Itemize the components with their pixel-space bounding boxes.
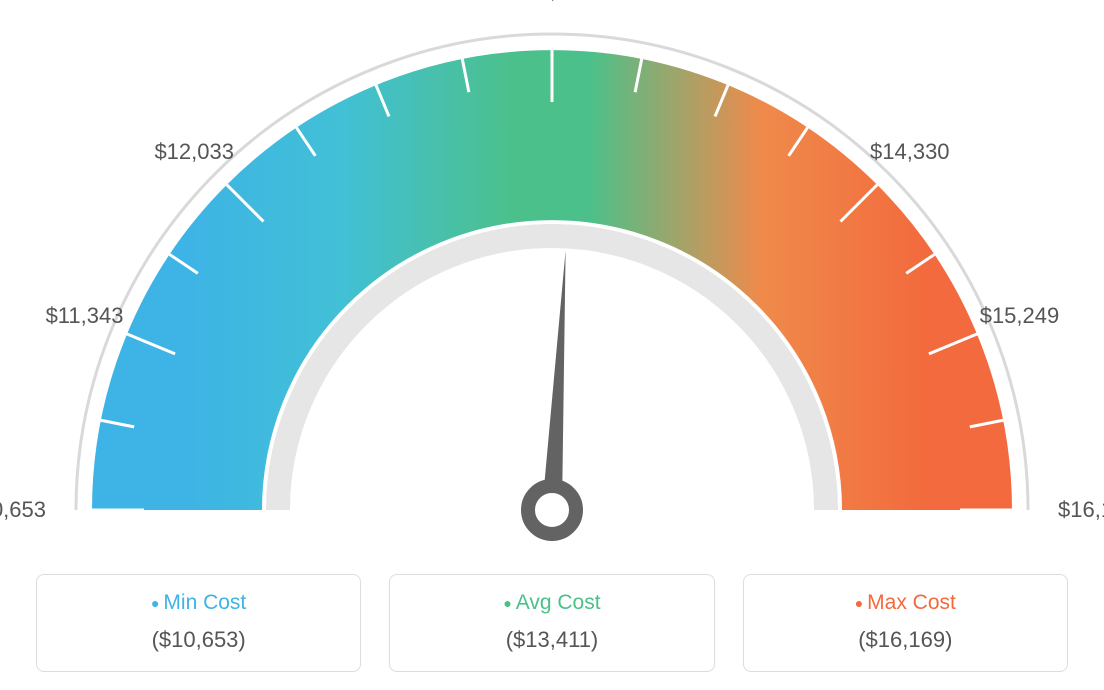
- gauge-area: $10,653 $11,343 $12,033 $13,411 $14,330 $15,2…: [0, 0, 1104, 560]
- gauge-tick-label: $12,033: [154, 139, 234, 165]
- legend-value-avg: ($13,411): [400, 627, 703, 653]
- gauge-tick-label: $16,169: [1058, 497, 1104, 523]
- legend-value-min: ($10,653): [47, 627, 350, 653]
- gauge-svg: [0, 0, 1104, 560]
- legend-title-avg: Avg Cost: [400, 591, 703, 615]
- gauge-tick-label: $14,330: [870, 139, 950, 165]
- legend-title-min: Min Cost: [47, 591, 350, 615]
- legend-title-max: Max Cost: [754, 591, 1057, 615]
- gauge-tick-label: $10,653: [0, 497, 46, 523]
- gauge-tick-label: $11,343: [46, 303, 124, 329]
- legend-value-max: ($16,169): [754, 627, 1057, 653]
- gauge-tick-label: $13,411: [513, 0, 591, 4]
- gauge-tick-label: $15,249: [980, 303, 1060, 329]
- legend-card-max: Max Cost ($16,169): [743, 574, 1068, 672]
- legend-card-avg: Avg Cost ($13,411): [389, 574, 714, 672]
- legend-row: Min Cost ($10,653) Avg Cost ($13,411) Ma…: [0, 574, 1104, 672]
- legend-card-min: Min Cost ($10,653): [36, 574, 361, 672]
- cost-gauge-container: $10,653 $11,343 $12,033 $13,411 $14,330 $15,2…: [0, 0, 1104, 690]
